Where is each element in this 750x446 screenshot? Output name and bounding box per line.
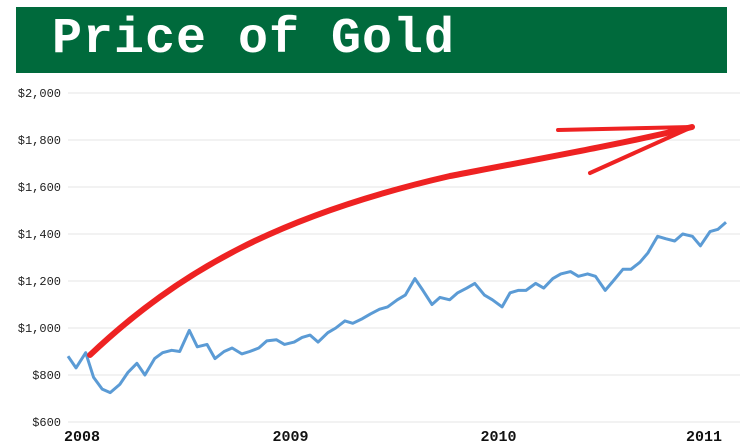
x-tick-label: 2009 bbox=[273, 429, 309, 446]
x-tick-label: 2010 bbox=[480, 429, 516, 446]
trend-arrow bbox=[87, 124, 695, 358]
grid-lines bbox=[68, 92, 740, 423]
y-tick-label: $1,000 bbox=[18, 322, 61, 336]
y-tick-label: $1,600 bbox=[18, 181, 61, 195]
x-tick-label: 2008 bbox=[64, 429, 100, 446]
y-tick-label: $1,400 bbox=[18, 228, 61, 242]
y-tick-label: $600 bbox=[32, 416, 61, 430]
y-tick-label: $800 bbox=[32, 369, 61, 383]
x-axis: 2008 2009 2010 2011 bbox=[64, 429, 722, 446]
gold-price-line bbox=[66, 221, 727, 395]
title-banner: Price of Gold bbox=[16, 7, 727, 73]
x-tick-label: 2011 bbox=[686, 429, 722, 446]
y-tick-label: $1,200 bbox=[18, 275, 61, 289]
y-tick-label: $2,000 bbox=[18, 87, 61, 101]
y-axis: $600 $800 $1,000 $1,200 $1,400 $1,600 $1,800 $2… bbox=[18, 87, 61, 430]
chart-title: Price of Gold bbox=[52, 11, 456, 68]
y-tick-label: $1,800 bbox=[18, 134, 61, 148]
